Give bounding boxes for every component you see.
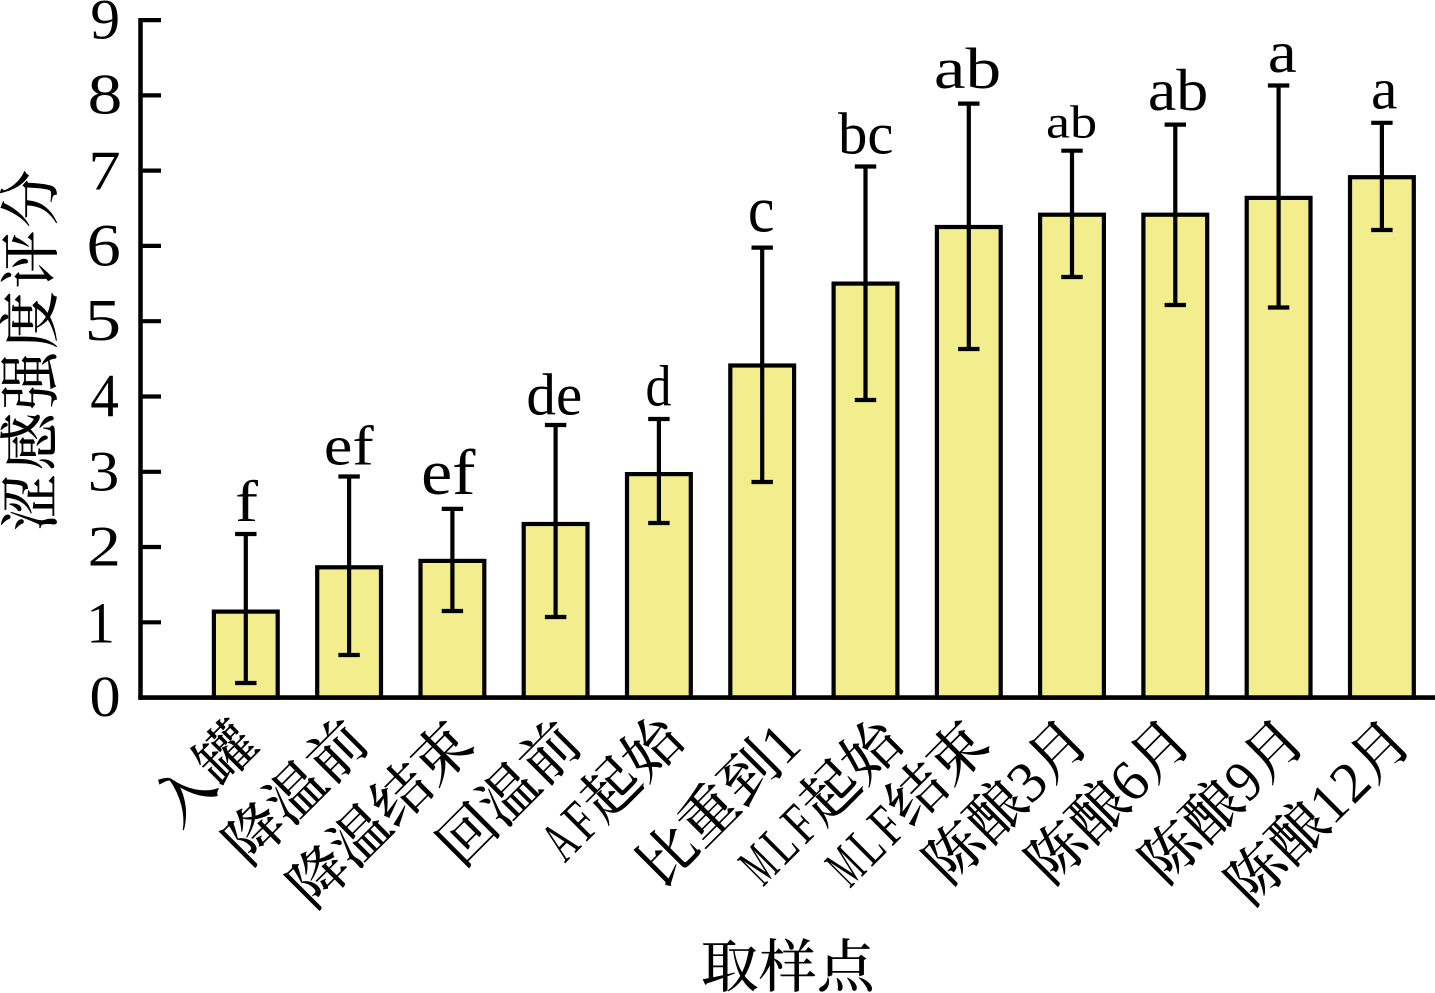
svg-text:4: 4 bbox=[90, 362, 119, 430]
svg-text:de: de bbox=[526, 361, 582, 427]
svg-text:ab: ab bbox=[1046, 96, 1097, 148]
svg-text:ab: ab bbox=[934, 37, 1001, 101]
svg-text:f: f bbox=[235, 469, 259, 534]
svg-text:7: 7 bbox=[88, 140, 120, 203]
svg-text:d: d bbox=[646, 354, 672, 418]
svg-text:5: 5 bbox=[85, 288, 122, 353]
svg-text:ef: ef bbox=[324, 415, 375, 478]
svg-text:6: 6 bbox=[87, 212, 121, 278]
svg-text:3: 3 bbox=[88, 440, 119, 503]
svg-text:c: c bbox=[748, 173, 775, 246]
svg-text:9: 9 bbox=[90, 0, 120, 51]
svg-text:1: 1 bbox=[86, 592, 115, 656]
svg-text:ab: ab bbox=[1148, 58, 1208, 124]
svg-text:ef: ef bbox=[421, 437, 476, 509]
svg-text:2: 2 bbox=[88, 516, 121, 579]
svg-text:a: a bbox=[1371, 57, 1397, 121]
svg-text:a: a bbox=[1268, 21, 1297, 85]
svg-text:0: 0 bbox=[89, 665, 120, 730]
svg-text:bc: bc bbox=[838, 100, 893, 166]
svg-text:8: 8 bbox=[88, 62, 123, 126]
